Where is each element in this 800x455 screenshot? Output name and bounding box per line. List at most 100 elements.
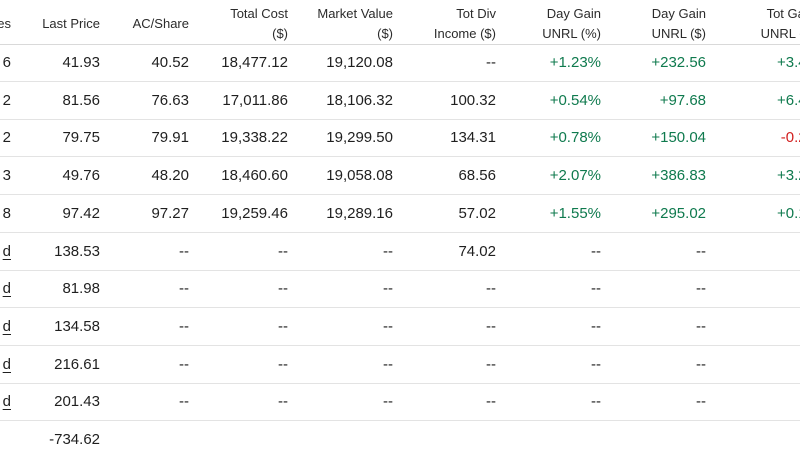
shares-cell: 3	[2, 167, 11, 184]
tot-gain-pct-cell: --	[715, 308, 800, 345]
last-price-cell: 79.75	[62, 129, 100, 146]
day-gain-usd-cell: --	[696, 393, 706, 410]
total-cost-cell: --	[278, 280, 288, 297]
day-gain-pct-cell: +2.07%	[549, 167, 601, 184]
market-value-cell: --	[383, 356, 393, 373]
total-cost-cell: --	[278, 356, 288, 373]
last-price-cell: 81.56	[62, 92, 100, 109]
col-header-ac-share[interactable]: AC/Share	[132, 16, 189, 31]
tot-gain-pct-cell: --	[715, 346, 800, 383]
table-row[interactable]: 3 49.76 48.20 18,460.60 19,058.08 68.56 +2.07%…	[0, 157, 800, 195]
tot-gain-pct-cell: +3.24	[777, 167, 800, 184]
day-gain-pct-cell: +0.54%	[549, 92, 601, 109]
table-row[interactable]: d 138.53 -- -- -- 74.02 -- -- --	[0, 233, 800, 271]
day-gain-usd-cell: +295.02	[651, 205, 706, 222]
ac-share-cell: 48.20	[151, 167, 189, 184]
last-price-cell: 81.98	[62, 280, 100, 297]
col-header-total-cost[interactable]: Total Cost ($)	[230, 6, 288, 41]
ac-share-cell: --	[179, 393, 189, 410]
tot-div-income-cell: --	[486, 54, 496, 71]
ac-share-cell: --	[179, 243, 189, 260]
day-gain-pct-cell: --	[591, 393, 601, 410]
day-gain-usd-cell: --	[696, 318, 706, 335]
day-gain-usd-cell: +97.68	[659, 92, 706, 109]
last-price-cell: 49.76	[62, 167, 100, 184]
tot-div-income-cell: 68.56	[458, 167, 496, 184]
tot-gain-pct-cell: --	[715, 270, 800, 307]
total-cost-cell: 18,460.60	[221, 167, 288, 184]
total-cost-cell: --	[278, 318, 288, 335]
tot-div-income-cell: --	[486, 393, 496, 410]
shares-cell: 2	[2, 92, 11, 109]
ac-share-cell: --	[179, 318, 189, 335]
col-header-shares[interactable]: es	[0, 16, 11, 31]
market-value-cell: 19,299.50	[326, 129, 393, 146]
tot-div-income-cell: --	[486, 280, 496, 297]
day-gain-usd-cell: --	[696, 280, 706, 297]
day-gain-pct-cell	[510, 421, 601, 455]
shares-cell: 6	[2, 54, 11, 71]
day-gain-pct-cell: +1.23%	[549, 54, 601, 71]
shares-cell[interactable]: d	[2, 393, 11, 410]
ac-share-cell: --	[179, 280, 189, 297]
day-gain-pct-cell: +1.55%	[549, 205, 601, 222]
ac-share-cell: 97.27	[151, 205, 189, 222]
total-cost-cell: 18,477.12	[221, 54, 288, 71]
day-gain-pct-cell: +0.78%	[549, 129, 601, 146]
col-header-tot-gain-pct[interactable]: Tot Gain UNRL (%	[760, 6, 800, 41]
shares-cell[interactable]: d	[2, 318, 11, 335]
ac-share-cell: 40.52	[151, 54, 189, 71]
last-price-cell: 201.43	[54, 393, 100, 410]
shares-cell[interactable]: d	[2, 243, 11, 260]
tot-gain-pct-cell: +3.48	[777, 54, 800, 71]
market-value-cell: --	[383, 318, 393, 335]
tot-div-income-cell: 57.02	[458, 205, 496, 222]
last-price-cell: 216.61	[54, 356, 100, 373]
day-gain-usd-cell: --	[696, 356, 706, 373]
table-row[interactable]: d 216.61 -- -- -- -- -- -- --	[0, 346, 800, 384]
tot-gain-pct-cell	[715, 421, 800, 455]
market-value-cell: 19,120.08	[326, 54, 393, 71]
day-gain-pct-cell: --	[591, 318, 601, 335]
total-cost-cell: --	[278, 243, 288, 260]
market-value-cell: 18,106.32	[326, 92, 393, 109]
shares-cell[interactable]: d	[2, 280, 11, 297]
table-row[interactable]: d 81.98 -- -- -- -- -- -- --	[0, 270, 800, 308]
last-price-cell: 97.42	[62, 205, 100, 222]
table-row[interactable]: d 201.43 -- -- -- -- -- -- --	[0, 383, 800, 421]
col-header-tot-div-income[interactable]: Tot Div Income ($)	[433, 6, 496, 41]
day-gain-pct-cell: --	[591, 280, 601, 297]
col-header-market-value[interactable]: Market Value ($)	[317, 6, 393, 41]
last-price-cell: -734.62	[49, 431, 100, 448]
table-row[interactable]: d 134.58 -- -- -- -- -- -- --	[0, 308, 800, 346]
table-row[interactable]: 6 41.93 40.52 18,477.12 19,120.08 -- +1.23% +23…	[0, 44, 800, 82]
total-cost-cell: --	[278, 393, 288, 410]
tot-div-income-cell: --	[486, 356, 496, 373]
tot-gain-pct-cell: --	[715, 233, 800, 270]
day-gain-usd-cell	[610, 421, 706, 455]
col-header-day-gain-usd[interactable]: Day Gain UNRL ($)	[651, 6, 706, 41]
shares-cell: 2	[2, 129, 11, 146]
tot-div-income-cell: 100.32	[450, 92, 496, 109]
tot-gain-pct-cell: +0.15	[777, 205, 800, 222]
market-value-cell: --	[383, 243, 393, 260]
ac-share-cell: 76.63	[151, 92, 189, 109]
tot-gain-pct-cell: +6.43	[777, 92, 800, 109]
day-gain-usd-cell: --	[696, 243, 706, 260]
tot-gain-pct-cell: -0.20	[780, 129, 800, 146]
ac-share-cell: --	[179, 356, 189, 373]
table-row[interactable]: 8 97.42 97.27 19,259.46 19,289.16 57.02 +1.55%…	[0, 195, 800, 233]
shares-cell	[0, 421, 11, 455]
shares-cell: 8	[2, 205, 11, 222]
last-price-cell: 138.53	[54, 243, 100, 260]
market-value-cell: --	[383, 280, 393, 297]
col-header-last-price[interactable]: Last Price	[42, 16, 100, 31]
table-row[interactable]: 2 79.75 79.91 19,338.22 19,299.50 134.31 +0.78…	[0, 119, 800, 157]
col-header-day-gain-pct[interactable]: Day Gain UNRL (%)	[542, 6, 601, 41]
market-value-cell: 19,058.08	[326, 167, 393, 184]
table-row[interactable]: 2 81.56 76.63 17,011.86 18,106.32 100.32 +0.54…	[0, 82, 800, 120]
shares-cell[interactable]: d	[2, 356, 11, 373]
ac-share-cell	[110, 421, 189, 455]
table-row[interactable]: -734.62	[0, 421, 800, 455]
